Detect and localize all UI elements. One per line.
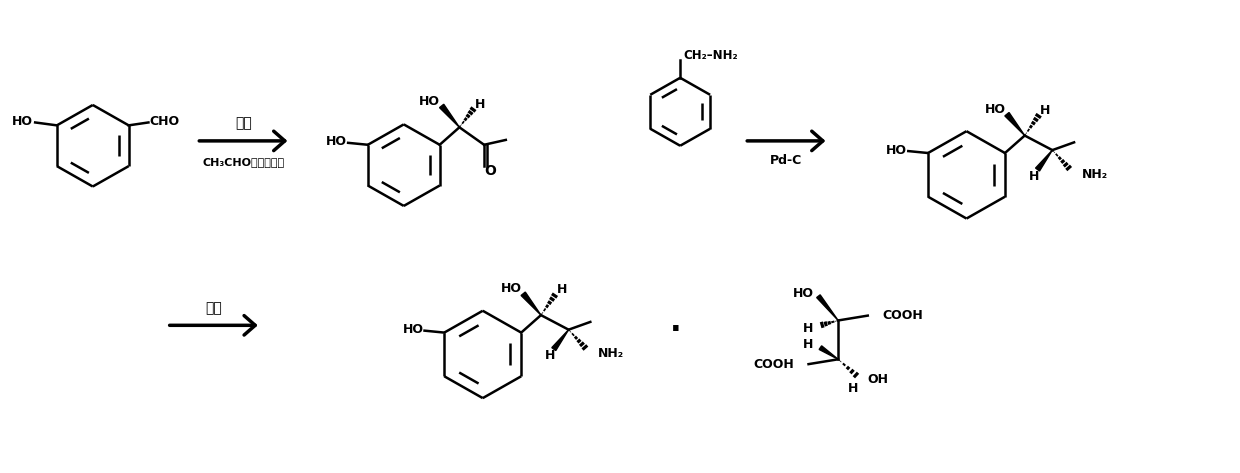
Text: H: H <box>475 98 485 112</box>
Text: HO: HO <box>326 135 347 149</box>
Text: H: H <box>804 338 813 351</box>
Text: HO: HO <box>985 103 1006 116</box>
Text: H: H <box>1040 104 1050 117</box>
Text: HO: HO <box>12 115 33 128</box>
Text: OH: OH <box>868 373 889 386</box>
Text: ·: · <box>670 315 681 345</box>
Text: H: H <box>1028 170 1039 183</box>
Text: H: H <box>804 322 813 335</box>
Text: HO: HO <box>403 323 424 336</box>
Text: 成盐: 成盐 <box>206 301 222 315</box>
Polygon shape <box>1035 150 1053 171</box>
Text: H: H <box>544 350 556 362</box>
Text: 综合: 综合 <box>234 116 252 131</box>
Polygon shape <box>521 292 541 315</box>
Text: HO: HO <box>794 287 815 300</box>
Text: O: O <box>484 164 496 178</box>
Text: HO: HO <box>887 144 908 157</box>
Text: Pd-C: Pd-C <box>770 154 802 167</box>
Text: CHO: CHO <box>149 115 180 128</box>
Text: CH₂–NH₂: CH₂–NH₂ <box>683 49 738 62</box>
Polygon shape <box>820 346 838 359</box>
Text: CH₃CHO，酵母菌蜜: CH₃CHO，酵母菌蜜 <box>202 157 284 167</box>
Text: HO: HO <box>501 282 522 296</box>
Polygon shape <box>439 104 459 127</box>
Polygon shape <box>817 295 838 321</box>
Text: H: H <box>848 382 858 395</box>
Text: HO: HO <box>419 95 440 107</box>
Text: COOH: COOH <box>883 309 924 322</box>
Text: COOH: COOH <box>753 358 794 371</box>
Text: H: H <box>557 283 567 297</box>
Text: NH₂: NH₂ <box>598 348 625 360</box>
Polygon shape <box>552 330 569 350</box>
Polygon shape <box>1004 113 1024 136</box>
Text: NH₂: NH₂ <box>1083 168 1109 181</box>
